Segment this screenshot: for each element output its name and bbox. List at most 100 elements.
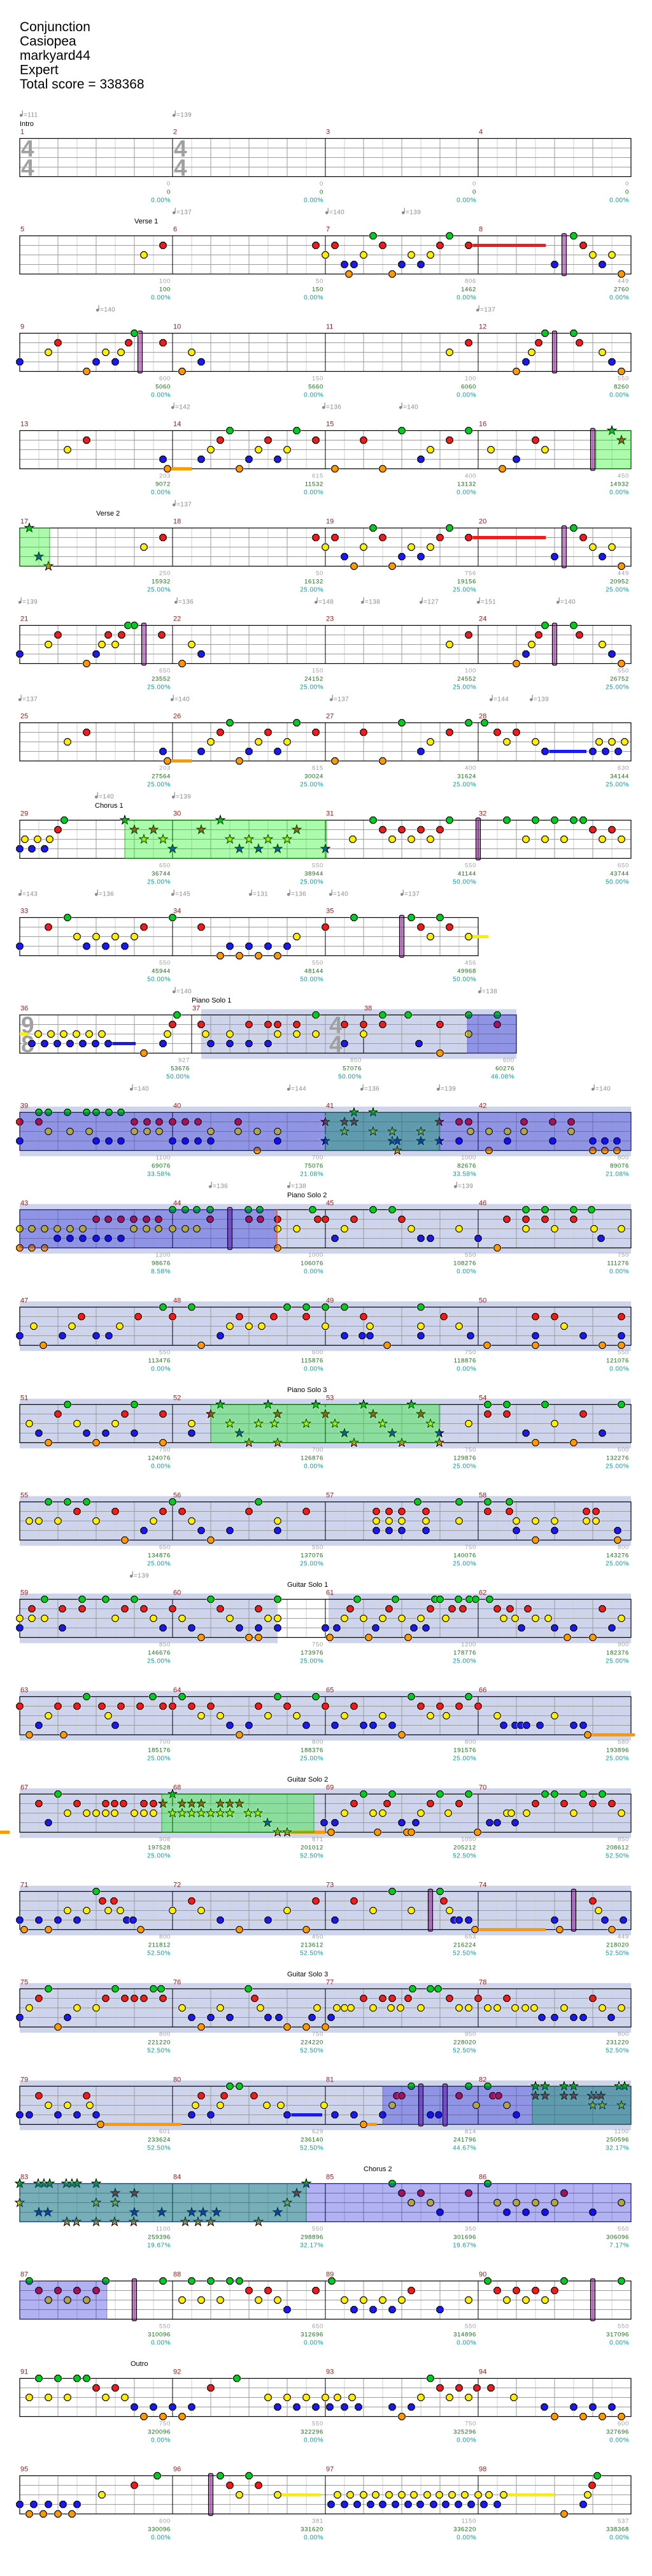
svg-text:25.00%: 25.00% <box>606 1658 629 1665</box>
svg-text:=131: =131 <box>253 891 268 898</box>
svg-text:650: 650 <box>312 2323 323 2330</box>
svg-text:25.00%: 25.00% <box>147 1853 171 1860</box>
svg-text:25.00%: 25.00% <box>453 1756 476 1763</box>
svg-text:25.00%: 25.00% <box>606 1561 629 1568</box>
svg-text:25.00%: 25.00% <box>300 879 323 886</box>
svg-text:1000: 1000 <box>461 1155 476 1162</box>
svg-text:331620: 331620 <box>301 2526 323 2533</box>
svg-text:449: 449 <box>618 1934 629 1941</box>
svg-text:76: 76 <box>173 1979 181 1987</box>
svg-text:21.08%: 21.08% <box>606 1171 629 1178</box>
svg-text:106076: 106076 <box>301 1260 323 1267</box>
svg-text:550: 550 <box>465 1252 476 1259</box>
svg-text:1100: 1100 <box>614 2129 629 2136</box>
svg-text:23552: 23552 <box>152 676 171 683</box>
svg-text:750: 750 <box>312 1642 323 1649</box>
svg-text:25.00%: 25.00% <box>147 1756 171 1763</box>
svg-text:600: 600 <box>312 1349 323 1356</box>
svg-text:=137: =137 <box>22 696 38 703</box>
svg-text:8: 8 <box>21 1031 34 1057</box>
svg-text:50.00%: 50.00% <box>166 1074 190 1081</box>
svg-text:0.00%: 0.00% <box>151 2437 171 2444</box>
svg-text:12: 12 <box>479 323 486 331</box>
svg-text:32.17%: 32.17% <box>606 2145 629 2152</box>
svg-text:450: 450 <box>618 473 629 480</box>
svg-text:0.00%: 0.00% <box>151 1463 171 1470</box>
svg-text:650: 650 <box>159 862 171 869</box>
svg-text:=139: =139 <box>176 794 191 801</box>
svg-text:Guitar Solo 3: Guitar Solo 3 <box>287 1971 328 1978</box>
svg-text:63: 63 <box>20 1687 28 1694</box>
svg-text:84: 84 <box>173 2174 181 2181</box>
svg-text:66: 66 <box>479 1687 486 1694</box>
svg-text:52.50%: 52.50% <box>147 2048 171 2055</box>
svg-text:34144: 34144 <box>610 773 629 780</box>
svg-text:50.00%: 50.00% <box>453 879 476 886</box>
svg-text:95: 95 <box>20 2466 28 2474</box>
svg-text:185176: 185176 <box>148 1747 171 1754</box>
svg-text:58: 58 <box>479 1492 486 1500</box>
svg-text:400: 400 <box>465 765 476 772</box>
svg-text:45944: 45944 <box>152 968 171 975</box>
svg-text:15932: 15932 <box>152 579 171 586</box>
svg-text:85: 85 <box>326 2174 334 2181</box>
svg-text:0.00%: 0.00% <box>304 489 323 496</box>
svg-text:750: 750 <box>618 1252 629 1259</box>
svg-text:=148: =148 <box>318 599 334 606</box>
svg-text:75: 75 <box>20 1979 28 1987</box>
svg-text:115876: 115876 <box>301 1358 323 1365</box>
svg-text:1000: 1000 <box>308 1252 323 1259</box>
svg-text:0.00%: 0.00% <box>304 295 323 302</box>
svg-text:4: 4 <box>479 129 483 136</box>
svg-text:0.00%: 0.00% <box>457 392 476 399</box>
svg-text:25.00%: 25.00% <box>606 782 629 789</box>
svg-text:111276: 111276 <box>607 1260 630 1267</box>
svg-text:13: 13 <box>20 421 28 428</box>
svg-text:1100: 1100 <box>156 2226 171 2233</box>
svg-text:927: 927 <box>178 1057 190 1064</box>
svg-text:550: 550 <box>312 960 323 967</box>
svg-text:82676: 82676 <box>457 1163 476 1170</box>
svg-text:193896: 193896 <box>606 1747 629 1754</box>
svg-text:25.00%: 25.00% <box>606 1756 629 1763</box>
svg-text:1: 1 <box>20 129 24 136</box>
svg-text:0.00%: 0.00% <box>304 2340 323 2347</box>
svg-text:60: 60 <box>173 1589 181 1597</box>
svg-text:=140: =140 <box>403 404 418 411</box>
svg-text:=139: =139 <box>458 1183 473 1190</box>
svg-text:800: 800 <box>618 2031 629 2038</box>
svg-text:750: 750 <box>465 2421 476 2428</box>
svg-text:25.00%: 25.00% <box>606 684 629 691</box>
svg-text:9: 9 <box>21 1012 34 1038</box>
svg-text:600: 600 <box>159 2518 171 2525</box>
svg-text:1150: 1150 <box>462 2518 476 2525</box>
svg-text:=111: =111 <box>24 112 38 119</box>
svg-text:52.50%: 52.50% <box>147 1950 171 1957</box>
svg-text:38: 38 <box>364 1005 372 1013</box>
svg-text:96: 96 <box>173 2466 181 2474</box>
svg-text:60276: 60276 <box>495 1066 514 1073</box>
svg-text:52.50%: 52.50% <box>147 2145 171 2152</box>
svg-text:69076: 69076 <box>152 1163 171 1170</box>
svg-text:800: 800 <box>465 1739 476 1746</box>
svg-text:124076: 124076 <box>148 1455 171 1462</box>
svg-text:Verse 2: Verse 2 <box>96 510 120 517</box>
svg-text:241796: 241796 <box>453 2137 476 2144</box>
svg-text:25.00%: 25.00% <box>147 782 171 789</box>
svg-text:14932: 14932 <box>610 481 629 488</box>
svg-text:79: 79 <box>20 2076 28 2084</box>
svg-text:600: 600 <box>618 1447 629 1454</box>
svg-text:25.00%: 25.00% <box>453 1561 476 1568</box>
svg-text:800: 800 <box>618 1155 629 1162</box>
svg-text:46.08%: 46.08% <box>491 1074 514 1081</box>
svg-text:0.00%: 0.00% <box>151 197 171 204</box>
svg-text:0.00%: 0.00% <box>457 2437 476 2444</box>
svg-text:22: 22 <box>173 616 181 623</box>
svg-text:40: 40 <box>173 1102 181 1110</box>
svg-text:19.67%: 19.67% <box>453 2242 476 2249</box>
svg-text:900: 900 <box>618 1642 629 1649</box>
svg-text:630: 630 <box>618 765 629 772</box>
svg-text:=138: =138 <box>482 989 497 996</box>
svg-text:750: 750 <box>312 2031 323 2038</box>
svg-text:150: 150 <box>312 668 323 675</box>
